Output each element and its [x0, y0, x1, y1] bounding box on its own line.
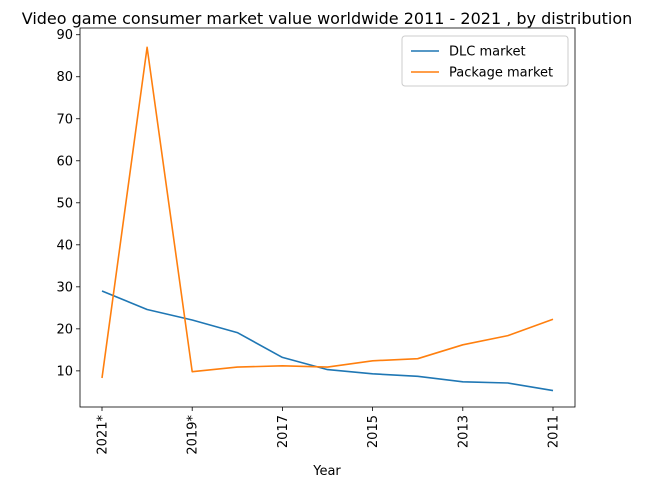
x-tick-label: 2011: [547, 415, 562, 448]
x-tick-label: 2013: [456, 415, 471, 448]
chart-title: Video game consumer market value worldwi…: [22, 9, 633, 28]
y-axis: 10 20 30 40 50 60 70 80 90: [56, 28, 80, 379]
x-axis-label: Year: [312, 464, 341, 479]
x-tick-label: 2021*: [96, 415, 111, 455]
x-tick-label: 2019*: [186, 415, 201, 455]
y-tick-label: 10: [56, 364, 73, 379]
x-tick-label: 2017: [276, 415, 291, 448]
y-tick-label: 30: [56, 280, 73, 295]
series-group: [101, 46, 554, 392]
y-tick-label: 50: [56, 196, 73, 211]
y-tick-label: 40: [56, 238, 73, 253]
series-line-package-market: [101, 46, 554, 379]
x-axis: 2021* 2019* 2017 2015 2013 2011: [96, 407, 562, 455]
y-tick-label: 70: [56, 112, 73, 127]
plot-frame: [79, 27, 576, 408]
legend-box: [401, 35, 569, 87]
legend: DLC market Package market: [401, 35, 569, 87]
y-tick-label: 20: [56, 322, 73, 337]
y-tick-label: 60: [56, 154, 73, 169]
y-tick-label: 80: [56, 70, 73, 85]
plot-area: [79, 27, 576, 408]
legend-label: DLC market: [449, 45, 526, 60]
x-tick-label: 2015: [366, 415, 381, 448]
legend-label: Package market: [449, 66, 553, 81]
y-tick-label: 90: [56, 28, 73, 43]
